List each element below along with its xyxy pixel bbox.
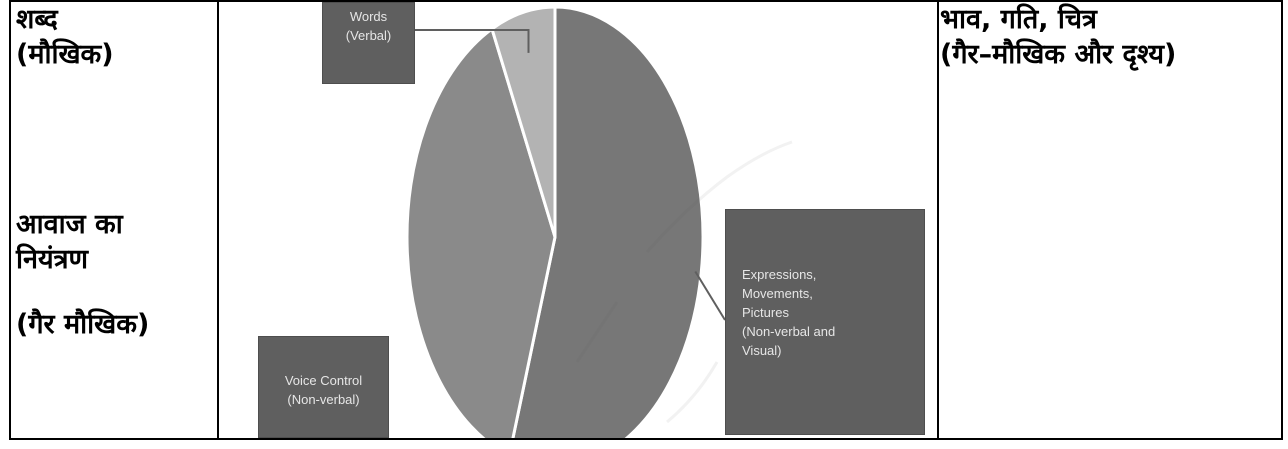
slice-expressions bbox=[511, 5, 705, 438]
expr-label-line: (Non-verbal and bbox=[742, 324, 836, 339]
right-expressions-sublabel: (गैर–मौखिक और दृश्य) bbox=[940, 39, 1177, 70]
voice-label-line: Voice Control bbox=[284, 373, 363, 388]
slice-voice-control bbox=[405, 26, 557, 438]
expr-label-line: Pictures bbox=[742, 305, 789, 320]
words-label-line: (Verbal) bbox=[345, 28, 392, 43]
left-voice-label-2: नियंत्रण bbox=[16, 244, 89, 275]
words-label-line: Words bbox=[349, 9, 388, 24]
expressions-data-label: Expressions, Movements, Pictures (Non-ve… bbox=[725, 209, 925, 435]
words-leader-line bbox=[415, 29, 530, 53]
left-voice-sublabel: (गैर मौखिक) bbox=[16, 309, 150, 340]
voice-label-line: (Non-verbal) bbox=[287, 392, 360, 407]
expr-label-line: Expressions, bbox=[742, 267, 817, 282]
left-voice-label: आवाज का bbox=[16, 209, 123, 240]
table-divider-left bbox=[217, 2, 219, 438]
pie-chart-area: Words (Verbal) Voice Control (Non-verbal… bbox=[217, 2, 934, 438]
words-data-label: Words (Verbal) bbox=[322, 2, 415, 84]
table-divider-right bbox=[937, 2, 939, 438]
voice-control-data-label: Voice Control (Non-verbal) bbox=[258, 336, 389, 438]
right-expressions-label: भाव, गति, चित्र bbox=[940, 4, 1097, 35]
expr-label-line: Visual) bbox=[742, 343, 782, 358]
left-words-label: शब्द bbox=[16, 4, 58, 35]
expressions-leader-line bbox=[694, 270, 726, 321]
content-table bbox=[9, 0, 1283, 440]
expr-label-line: Movements, bbox=[742, 286, 813, 301]
left-words-sublabel: (मौखिक) bbox=[16, 39, 114, 70]
pie-chart bbox=[405, 5, 793, 438]
slice-words bbox=[490, 5, 557, 238]
